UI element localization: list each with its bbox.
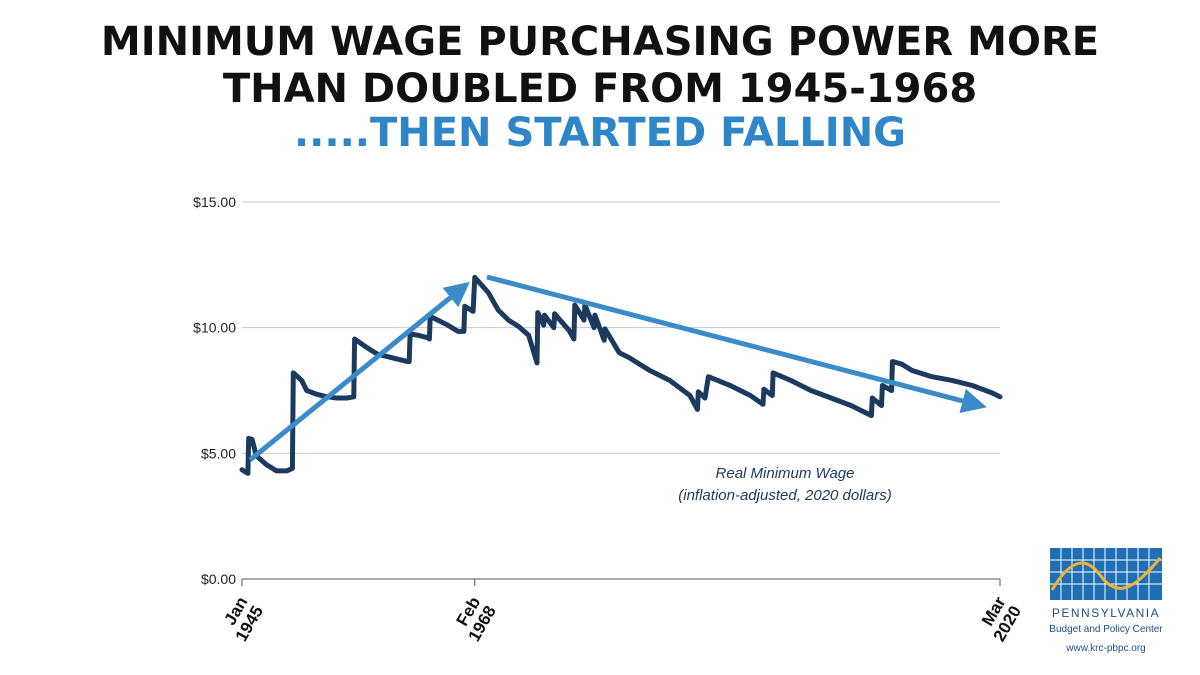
- x-tick-label: Jan1945: [216, 594, 267, 645]
- y-tick-label: $0.00: [201, 571, 236, 587]
- annotation: (inflation-adjusted, 2020 dollars): [678, 487, 891, 504]
- logo-grid: [1050, 548, 1162, 600]
- data-line: [239, 274, 1003, 476]
- series-label: Real Minimum Wage: [716, 465, 855, 482]
- trend-arrow: [248, 281, 470, 462]
- x-tick-label: Feb1968: [449, 594, 500, 645]
- logo-map: [1050, 548, 1162, 600]
- chart-subtitle: .....THEN STARTED FALLING: [294, 110, 906, 156]
- y-tick-label: $15.00: [193, 194, 236, 210]
- logo-name: PENNSYLVANIA: [1052, 606, 1160, 620]
- x-tick-label: Mar2020: [974, 593, 1025, 645]
- chart-title: THAN DOUBLED FROM 1945-1968: [223, 66, 977, 112]
- logo-url: www.krc-pbpc.org: [1065, 643, 1145, 654]
- logo-curve: [1050, 557, 1162, 591]
- y-tick-label: $10.00: [193, 320, 236, 336]
- trend-arrow: [486, 274, 987, 414]
- logo: PENNSYLVANIA Budget and Policy Center ww…: [1049, 548, 1163, 654]
- plot-area: $0.00 $5.00 $10.00 $15.00 Jan1945 Feb1968 Mar2…: [193, 194, 1025, 645]
- logo-subtitle: Budget and Policy Center: [1049, 624, 1163, 635]
- chart-title: MINIMUM WAGE PURCHASING POWER MORE: [101, 19, 1099, 65]
- y-tick-label: $5.00: [201, 445, 236, 461]
